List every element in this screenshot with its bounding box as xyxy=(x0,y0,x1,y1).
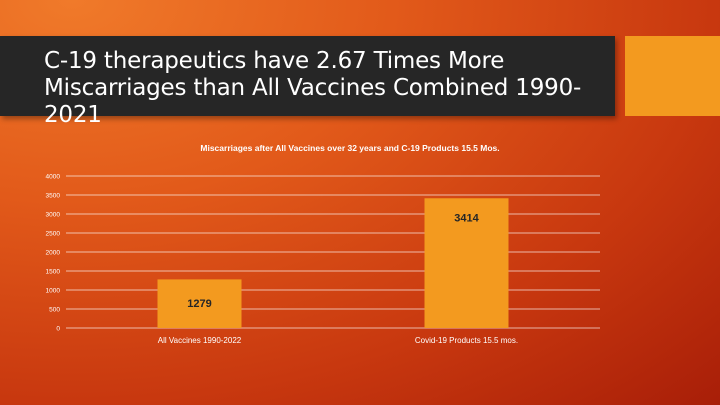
y-tick-label-3500: 3500 xyxy=(46,193,61,200)
y-tick-label-1000: 1000 xyxy=(46,288,61,295)
y-tick-label-2500: 2500 xyxy=(46,231,61,238)
y-tick-label-3000: 3000 xyxy=(46,212,61,219)
y-tick-label-500: 500 xyxy=(49,307,60,314)
data-label-0: 1279 xyxy=(187,298,211,310)
bars xyxy=(157,198,509,328)
chart-title: Miscarriages after All Vaccines over 32 … xyxy=(200,143,500,153)
x-category-label-0: All Vaccines 1990-2022 xyxy=(158,336,242,345)
y-axis-ticks: 0 500 1000 1500 2000 2500 3000 3500 4000 xyxy=(46,174,61,333)
y-tick-label-0: 0 xyxy=(56,326,60,333)
title-bar xyxy=(0,36,615,116)
gridlines xyxy=(66,175,600,329)
bar-0 xyxy=(157,279,242,328)
slide-title: C-19 therapeutics have 2.67 Times More M… xyxy=(44,48,582,128)
data-label-1: 3414 xyxy=(454,212,479,224)
y-tick-label-4000: 4000 xyxy=(46,174,61,181)
y-tick-label-1500: 1500 xyxy=(46,269,61,276)
x-category-label-1: Covid-19 Products 15.5 mos. xyxy=(415,336,518,345)
bar-1 xyxy=(424,198,509,328)
data-labels: 1279 3414 xyxy=(187,212,479,310)
y-tick-label-2000: 2000 xyxy=(46,250,61,257)
x-axis-categories: All Vaccines 1990-2022 Covid-19 Products … xyxy=(158,336,518,345)
accent-box xyxy=(625,36,720,116)
